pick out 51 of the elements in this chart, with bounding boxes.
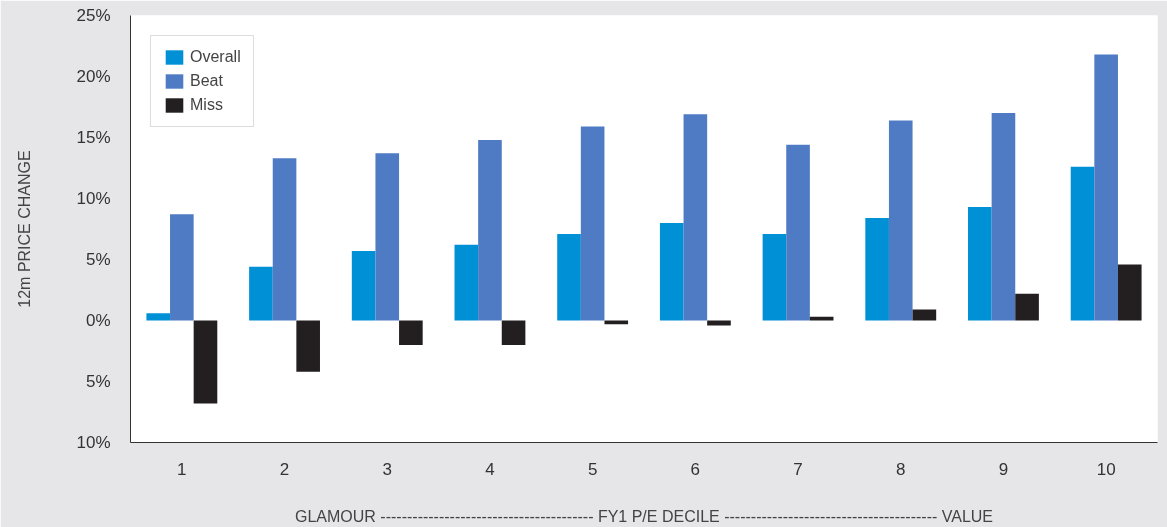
x-tick-label: 5 [587, 459, 598, 479]
bar [580, 126, 605, 321]
x-tick-label: 6 [690, 459, 701, 479]
bar [809, 316, 834, 321]
x-tick-label: 4 [485, 459, 495, 479]
y-tick-label: 15% [76, 128, 111, 147]
x-tick-label: 8 [896, 459, 906, 479]
bar [272, 158, 297, 321]
bar [501, 320, 526, 345]
bar [170, 214, 194, 321]
y-tick-label: 5% [85, 372, 111, 391]
bar [786, 144, 810, 321]
x-tick-label: 7 [793, 459, 803, 479]
bar [454, 244, 479, 321]
bar [193, 320, 218, 404]
legend-label: Beat [190, 72, 223, 90]
y-tick-label: 25% [76, 6, 111, 25]
x-tick-label: 10 [1096, 459, 1116, 479]
y-tick-label: 0% [85, 311, 111, 330]
bar [351, 250, 376, 321]
y-tick-label: 20% [76, 67, 111, 86]
y-tick-label: 10% [76, 189, 111, 208]
bar [968, 207, 992, 321]
y-tick-label: 5% [85, 250, 111, 269]
bar [1117, 264, 1142, 321]
bar [478, 139, 502, 321]
y-axis-title: 12m PRICE CHANGE [16, 150, 34, 308]
bar [1015, 293, 1039, 321]
y-tick-label: 10% [76, 433, 111, 452]
bar [146, 313, 171, 321]
bar [659, 222, 684, 321]
x-tick-label: 9 [998, 459, 1009, 479]
bar [557, 233, 581, 321]
bar [912, 309, 937, 321]
bar [762, 233, 787, 321]
x-tick-label: 3 [382, 459, 392, 479]
x-tick-label: 1 [177, 459, 187, 479]
bar [249, 266, 273, 321]
bar [375, 153, 400, 321]
bar [399, 320, 423, 345]
bar [1094, 54, 1118, 321]
x-tick-label: 2 [279, 459, 290, 479]
legend-label: Miss [190, 96, 223, 114]
x-axis-title: GLAMOUR ---------------------------------------- FY1 P/E DECILE ---------------------------------------- VALUE [294, 507, 994, 525]
bar [1070, 166, 1095, 321]
bar [683, 114, 708, 321]
bar [296, 320, 320, 372]
bar [991, 113, 1016, 321]
bar [865, 218, 889, 321]
bar [888, 120, 913, 321]
legend-label: Overall [190, 48, 241, 66]
